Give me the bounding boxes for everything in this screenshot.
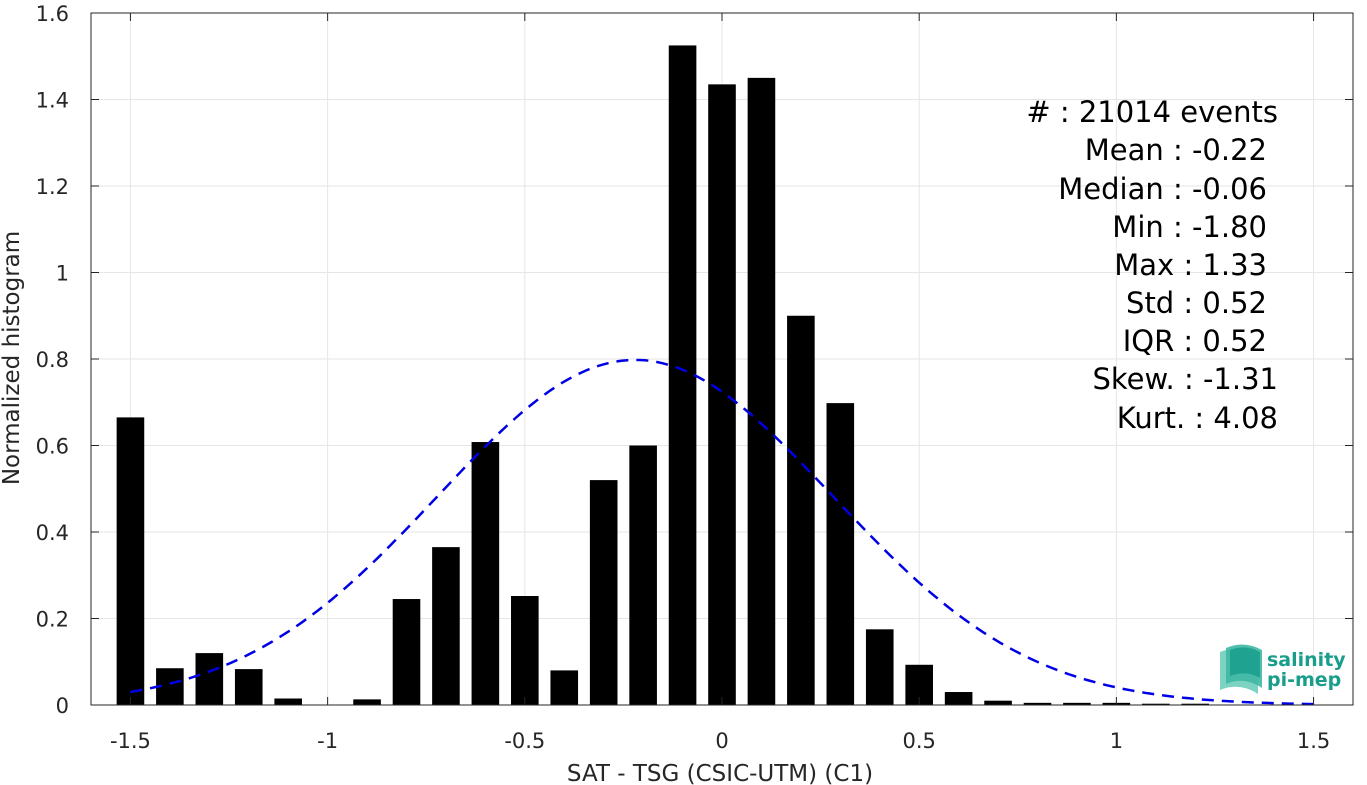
histogram-bar [629,445,657,705]
histogram-bar [984,700,1012,705]
histogram-bar [1023,702,1052,705]
histogram-bar [432,547,460,705]
stat-max: Max : 1.33 [1114,248,1267,282]
stat-min: Min : -1.80 [1112,210,1267,244]
histogram-bar [668,45,697,705]
histogram-bar [708,84,736,706]
x-tick-label: -1 [317,729,338,753]
histogram-bar [234,669,263,705]
x-tick-label: 0.5 [902,729,935,753]
y-axis-label: Normalized histogram [0,231,25,485]
x-tick-label: -0.5 [504,729,545,753]
logo-text-salinity: salinity [1267,649,1346,671]
histogram-bar [826,403,855,705]
y-tick-label: 1.6 [36,2,69,26]
histogram-bar [511,596,539,705]
histogram-bar [392,599,421,705]
histogram-bar [195,653,224,705]
x-axis-ticks: -1.5 -1 -0.5 0 0.5 1 1.5 [110,13,1330,753]
histogram-bar [1181,703,1210,705]
histogram-bars [116,45,1210,706]
y-tick-label: 0.4 [36,521,69,545]
stats-panel: # : 21014 events Mean : -0.22 Median : -… [1026,95,1278,435]
histogram-bar [589,480,618,705]
stat-skew: Skew. : -1.31 [1092,362,1278,396]
histogram-bar [274,698,302,705]
histogram-bar [747,77,776,705]
histogram-bar [865,629,894,705]
y-axis-ticks: 0 0.2 0.4 0.6 0.8 1 1.2 1.4 1.6 [36,2,1353,718]
y-tick-label: 1.2 [36,175,69,199]
stat-count: # : 21014 events [1026,95,1278,129]
wave-logo-icon [1220,644,1262,694]
x-tick-label: 0 [715,729,728,753]
y-tick-label: 1.4 [36,89,69,113]
histogram-bar [1142,703,1170,705]
y-tick-label: 0.2 [36,608,69,632]
stat-iqr: IQR : 0.52 [1123,324,1267,358]
y-tick-label: 0.6 [36,435,69,459]
stat-median: Median : -0.06 [1058,172,1267,206]
logo-text-pi-mep: pi-mep [1267,669,1341,691]
stat-kurt: Kurt. : 4.08 [1117,401,1278,435]
salinity-pi-mep-logo: salinity pi-mep [1220,644,1346,694]
histogram-bar [1063,702,1091,705]
y-tick-label: 0.8 [36,348,69,372]
x-tick-label: -1.5 [110,729,151,753]
histogram-bar [787,315,815,705]
x-tick-label: 1.5 [1297,729,1330,753]
histogram-bar [944,692,973,705]
histogram-bar [471,442,500,705]
x-tick-label: 1 [1110,729,1123,753]
histogram-bar [550,670,579,705]
stat-mean: Mean : -0.22 [1085,133,1267,167]
stat-std: Std : 0.52 [1126,286,1267,320]
y-tick-label: 1 [56,262,69,286]
y-tick-label: 0 [56,694,69,718]
histogram-bar [116,417,145,705]
histogram-bar [353,699,381,705]
x-axis-label: SAT - TSG (CSIC-UTM) (C1) [567,761,873,785]
